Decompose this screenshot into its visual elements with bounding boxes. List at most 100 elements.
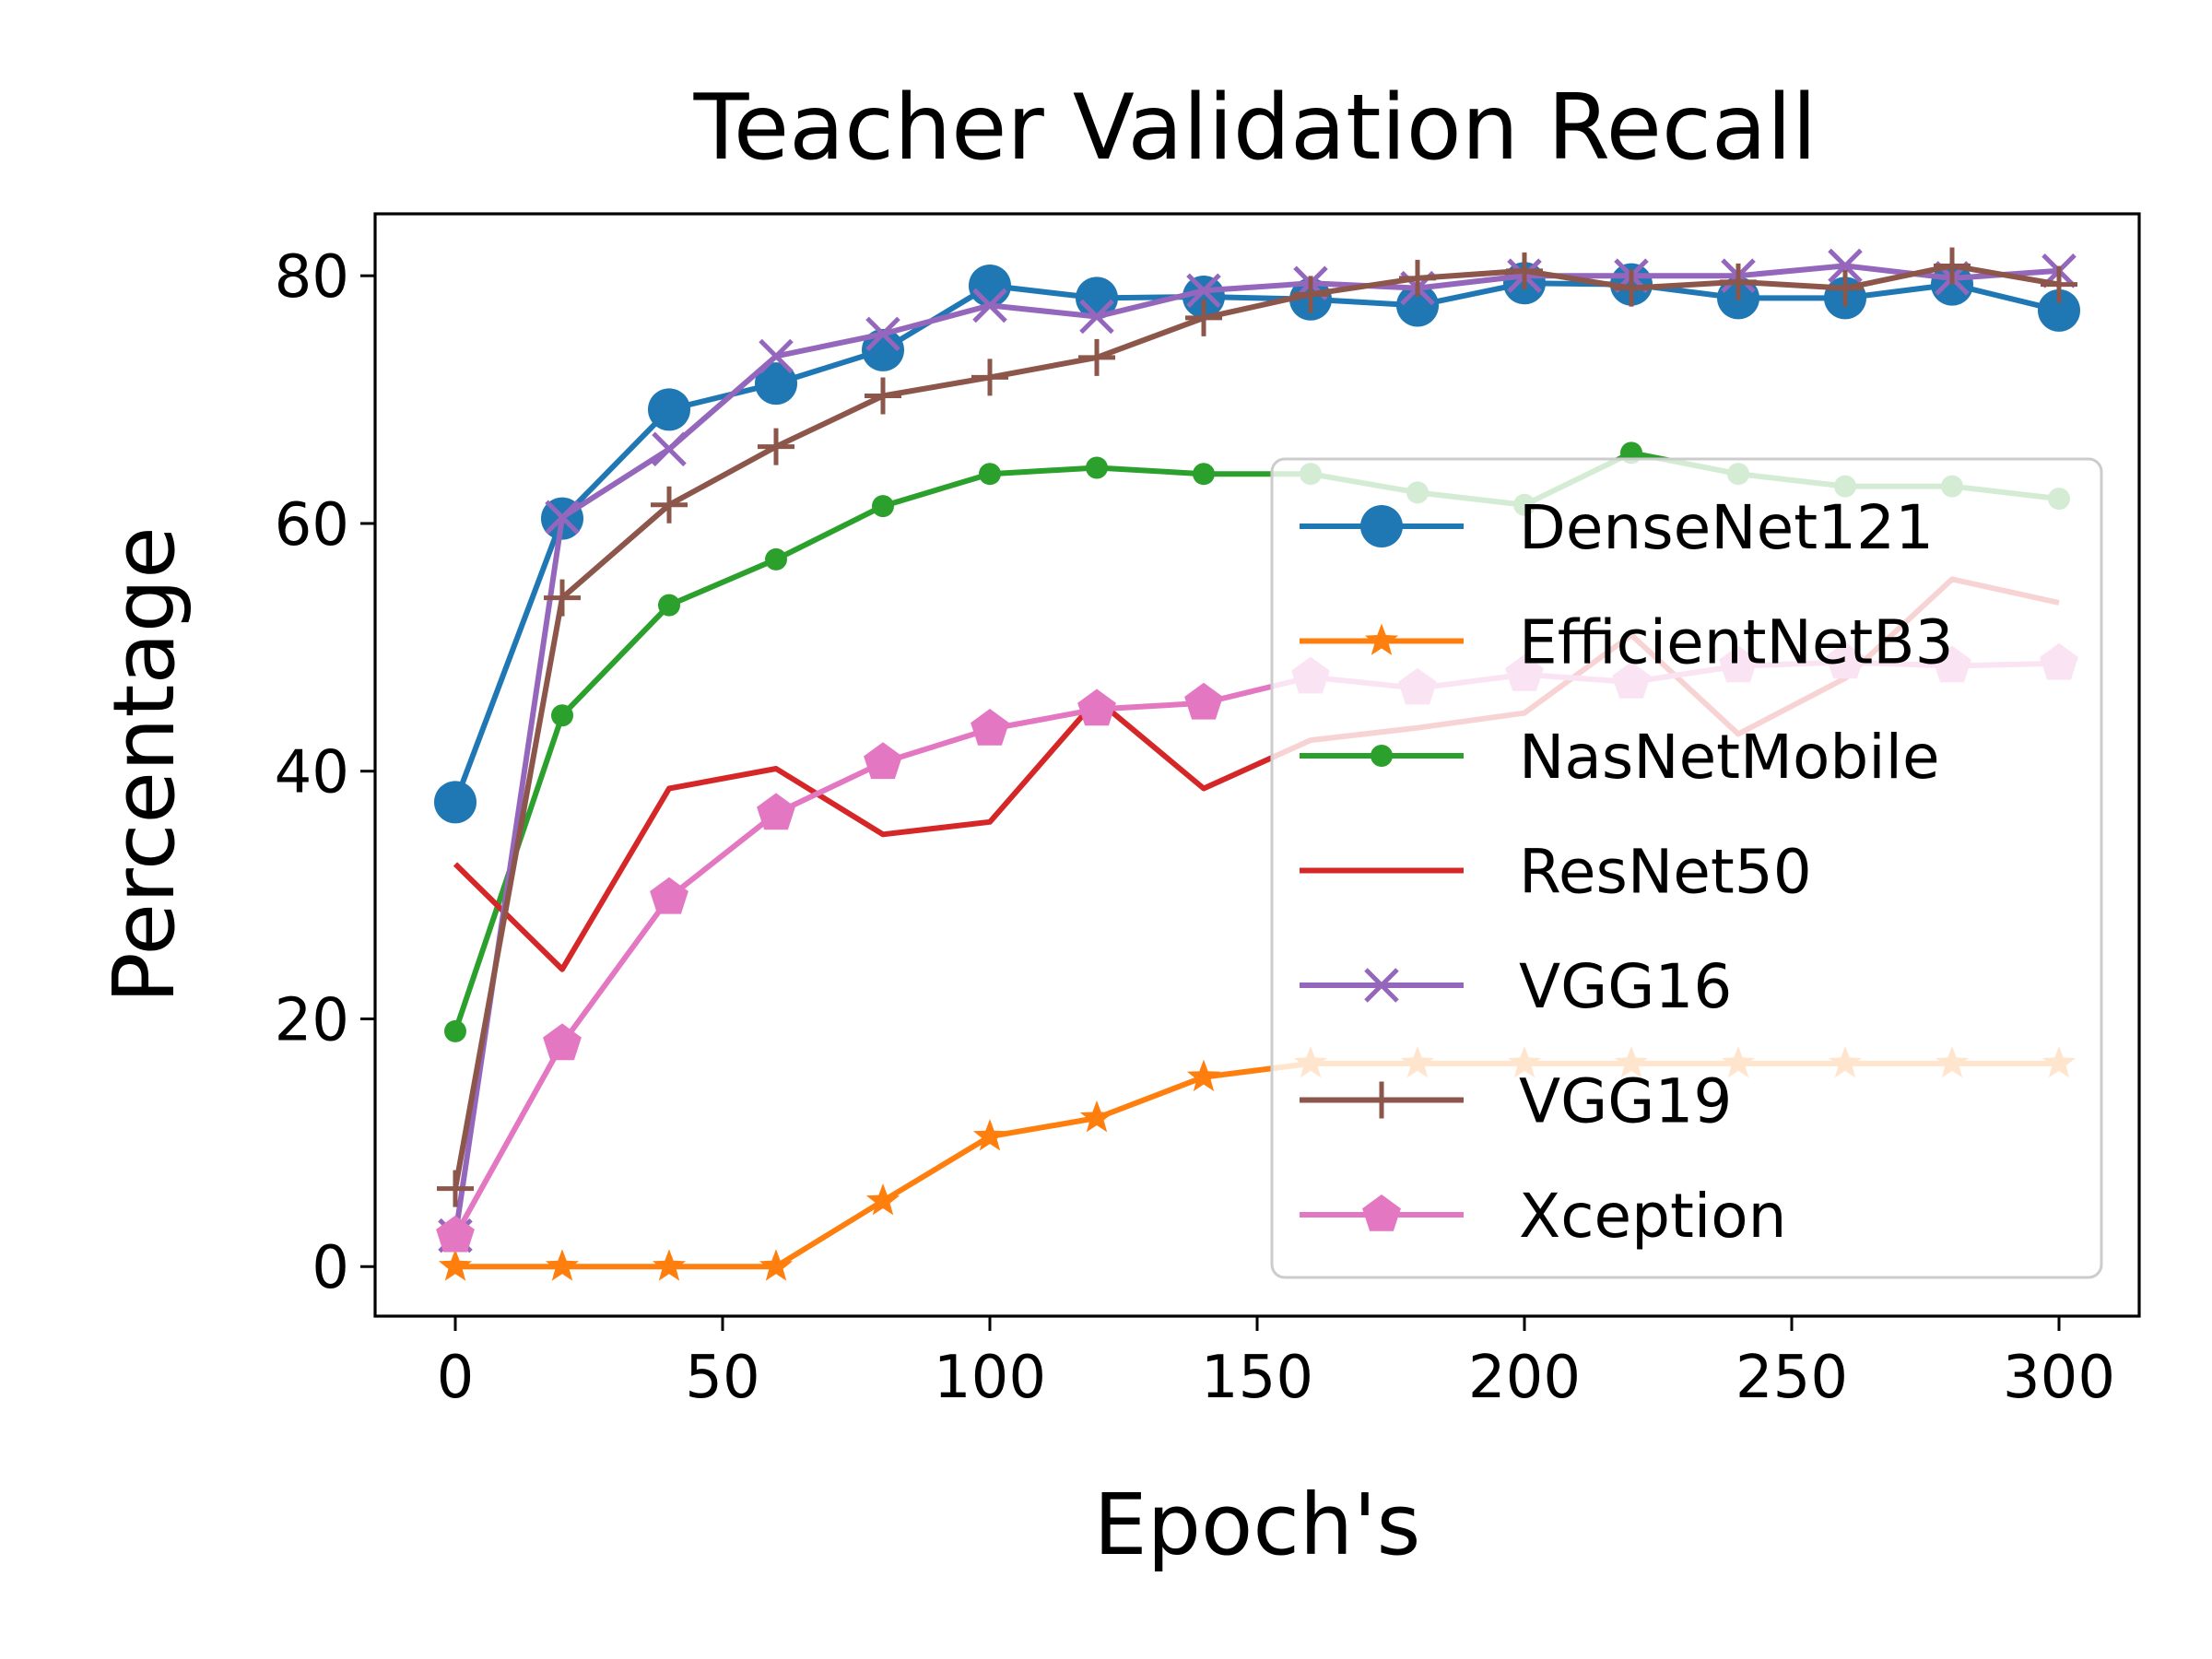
data-point-vgg19 bbox=[1827, 269, 1864, 307]
axis-ticks: 0 50 100 150 200 250 300 0 20 40 60 80 bbox=[275, 243, 2116, 1412]
data-point-nasnetmobile bbox=[1193, 463, 1215, 486]
data-point-densenet121 bbox=[755, 362, 797, 406]
data-point-nasnetmobile bbox=[979, 463, 1001, 486]
data-point-xception bbox=[543, 1023, 582, 1061]
data-point-efficientnetb3 bbox=[1186, 1059, 1221, 1091]
data-point-efficientnetb3 bbox=[1079, 1100, 1114, 1133]
data-point-vgg19 bbox=[1934, 247, 1971, 285]
data-point-xception bbox=[971, 709, 1009, 746]
legend-entry-vgg19: VGG19 bbox=[1300, 1066, 1732, 1137]
x-tick-label: 150 bbox=[1201, 1344, 1313, 1412]
data-point-vgg16 bbox=[972, 288, 1007, 324]
data-point-vgg19 bbox=[1613, 269, 1650, 307]
data-point-vgg19 bbox=[1078, 338, 1115, 376]
legend-label: VGG16 bbox=[1519, 951, 1732, 1022]
legend-marker bbox=[1363, 1081, 1400, 1119]
y-tick-label: 40 bbox=[275, 739, 349, 807]
legend-entry-efficientnetb3: EfficientNetB3 bbox=[1300, 607, 1954, 678]
data-point-vgg16 bbox=[865, 316, 900, 352]
data-point-efficientnetb3 bbox=[759, 1249, 794, 1281]
data-point-vgg16 bbox=[545, 500, 580, 535]
legend-box bbox=[1270, 457, 2103, 1279]
legend-entry-resnet50: ResNet50 bbox=[1300, 837, 1812, 908]
data-point-vgg19 bbox=[1506, 252, 1543, 289]
data-point-vgg19 bbox=[1292, 276, 1329, 313]
data-point-nasnetmobile bbox=[444, 1019, 466, 1042]
legend-label: EfficientNetB3 bbox=[1519, 607, 1954, 678]
data-point-xception bbox=[864, 742, 902, 780]
legend-entry-nasnetmobile: NasNetMobile bbox=[1300, 722, 1940, 793]
data-point-vgg19 bbox=[1399, 259, 1436, 297]
data-point-densenet121 bbox=[648, 388, 690, 431]
legend-label: Xception bbox=[1519, 1181, 1786, 1252]
data-point-densenet121 bbox=[862, 328, 904, 371]
legend-marker bbox=[1362, 1194, 1401, 1231]
data-point-nasnetmobile bbox=[765, 547, 787, 571]
series-line-densenet121 bbox=[453, 280, 2060, 804]
legend-label: VGG19 bbox=[1519, 1066, 1732, 1137]
data-point-vgg19 bbox=[1185, 299, 1222, 336]
data-point-efficientnetb3 bbox=[865, 1183, 900, 1216]
x-tick-label: 300 bbox=[2003, 1344, 2115, 1412]
x-tick-label: 100 bbox=[934, 1344, 1046, 1412]
legend-entry-densenet121: DenseNet121 bbox=[1300, 492, 1934, 563]
data-point-vgg19 bbox=[544, 579, 581, 617]
series-line-vgg19 bbox=[453, 263, 2060, 1190]
x-tick-label: 50 bbox=[685, 1344, 759, 1412]
data-point-densenet121 bbox=[1396, 284, 1439, 327]
legend-label: DenseNet121 bbox=[1519, 492, 1934, 563]
legend-label: NasNetMobile bbox=[1519, 722, 1940, 793]
data-point-xception bbox=[1184, 682, 1223, 720]
y-tick-label: 20 bbox=[275, 986, 349, 1054]
legend-marker bbox=[1364, 968, 1399, 1003]
data-point-vgg19 bbox=[1720, 263, 1757, 300]
data-point-nasnetmobile bbox=[1086, 456, 1108, 479]
y-tick-label: 0 bbox=[312, 1234, 349, 1302]
data-point-vgg19 bbox=[865, 377, 901, 415]
data-point-efficientnetb3 bbox=[545, 1249, 580, 1281]
series-line-vgg16 bbox=[453, 263, 2060, 1237]
data-point-nasnetmobile bbox=[872, 495, 894, 518]
data-point-vgg16 bbox=[1186, 273, 1221, 309]
data-point-vgg19 bbox=[437, 1170, 474, 1207]
y-axis-label: Percentage bbox=[95, 526, 194, 1004]
data-point-vgg16 bbox=[1828, 248, 1863, 284]
data-point-densenet121 bbox=[434, 781, 477, 824]
x-tick-label: 200 bbox=[1468, 1344, 1581, 1412]
chart-title: Teacher Validation Recall bbox=[693, 76, 1818, 181]
legend-entry-xception: Xception bbox=[1300, 1181, 1786, 1252]
legend-marker bbox=[1364, 623, 1399, 655]
legend-marker bbox=[1371, 745, 1393, 767]
data-point-densenet121 bbox=[1182, 276, 1225, 319]
data-point-xception bbox=[436, 1215, 475, 1253]
data-point-vgg16 bbox=[759, 338, 794, 374]
data-point-densenet121 bbox=[969, 264, 1011, 307]
data-point-efficientnetb3 bbox=[652, 1249, 687, 1281]
legend-entry-vgg16: VGG16 bbox=[1300, 951, 1732, 1022]
data-point-efficientnetb3 bbox=[972, 1119, 1007, 1151]
data-point-vgg19 bbox=[651, 486, 688, 524]
data-point-xception bbox=[650, 877, 688, 914]
data-point-densenet121 bbox=[1931, 263, 1973, 306]
data-point-vgg16 bbox=[1079, 299, 1114, 335]
data-point-vgg16 bbox=[652, 431, 687, 467]
x-tick-label: 250 bbox=[1735, 1344, 1848, 1412]
data-point-nasnetmobile bbox=[658, 594, 680, 617]
legend-label: ResNet50 bbox=[1519, 837, 1812, 908]
y-tick-label: 60 bbox=[275, 491, 349, 559]
x-axis-label: Epoch's bbox=[1094, 1476, 1421, 1574]
data-point-vgg19 bbox=[2041, 265, 2077, 303]
data-point-xception bbox=[757, 793, 795, 830]
legend: DenseNet121 EfficientNetB3 NasNetMobile Res… bbox=[1270, 457, 2103, 1279]
data-point-xception bbox=[1077, 688, 1116, 726]
data-point-vgg19 bbox=[758, 428, 794, 465]
data-point-nasnetmobile bbox=[551, 704, 573, 727]
legend-marker bbox=[1360, 505, 1403, 547]
data-point-densenet121 bbox=[2038, 288, 2080, 332]
data-point-efficientnetb3 bbox=[438, 1249, 473, 1281]
x-tick-label: 0 bbox=[437, 1344, 475, 1412]
y-tick-label: 80 bbox=[275, 243, 349, 312]
series-vgg19 bbox=[437, 247, 2077, 1207]
data-point-vgg19 bbox=[971, 359, 1008, 396]
